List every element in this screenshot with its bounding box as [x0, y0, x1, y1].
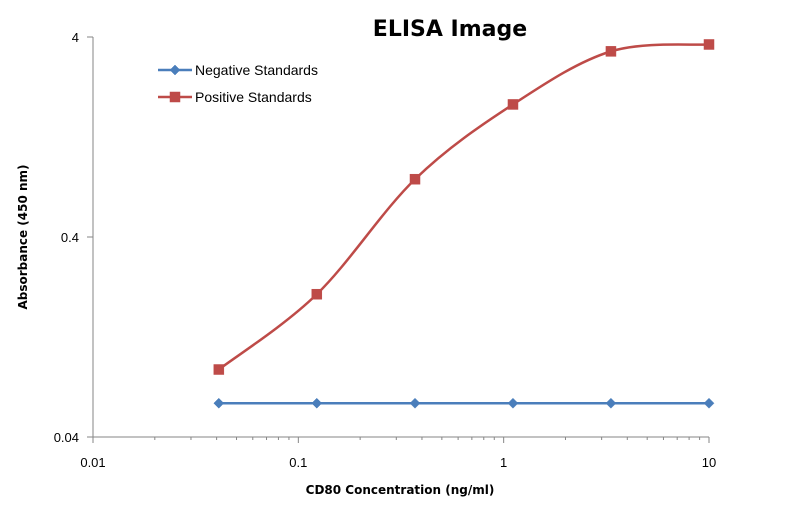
series-negative-standards	[213, 397, 715, 409]
data-point	[409, 397, 421, 409]
axes: 0.01 0.1 1 10 0.04 0.4 4	[54, 30, 717, 470]
data-point	[703, 397, 715, 409]
x-tick-label: 10	[702, 455, 716, 470]
data-point	[605, 397, 617, 409]
y-tick-label: 0.04	[54, 430, 79, 445]
legend-marker	[169, 64, 181, 76]
series-layer	[213, 39, 715, 409]
x-tick-label: 0.01	[80, 455, 105, 470]
y-tick-label: 0.4	[61, 230, 79, 245]
legend: Negative Standards Positive Standards	[158, 62, 318, 105]
x-axis-label: CD80 Concentration (ng/ml)	[306, 483, 495, 497]
data-point	[311, 397, 323, 409]
legend-label: Positive Standards	[195, 89, 312, 105]
data-point	[507, 397, 519, 409]
legend-label: Negative Standards	[195, 62, 318, 78]
y-axis-label: Absorbance (450 nm)	[16, 164, 30, 309]
chart-title: ELISA Image	[373, 17, 527, 42]
data-point	[605, 46, 617, 57]
legend-item: Negative Standards	[158, 62, 318, 78]
x-tick-label: 0.1	[289, 455, 307, 470]
legend-item: Positive Standards	[158, 89, 312, 105]
data-point	[703, 39, 715, 50]
data-point	[213, 364, 225, 375]
y-tick-label: 4	[72, 30, 79, 45]
data-point	[507, 99, 519, 110]
x-tick-label: 1	[500, 455, 507, 470]
legend-marker	[169, 91, 181, 103]
series-positive-standards	[213, 39, 715, 375]
data-point	[213, 397, 225, 409]
data-point	[311, 288, 323, 300]
data-point	[409, 173, 421, 185]
